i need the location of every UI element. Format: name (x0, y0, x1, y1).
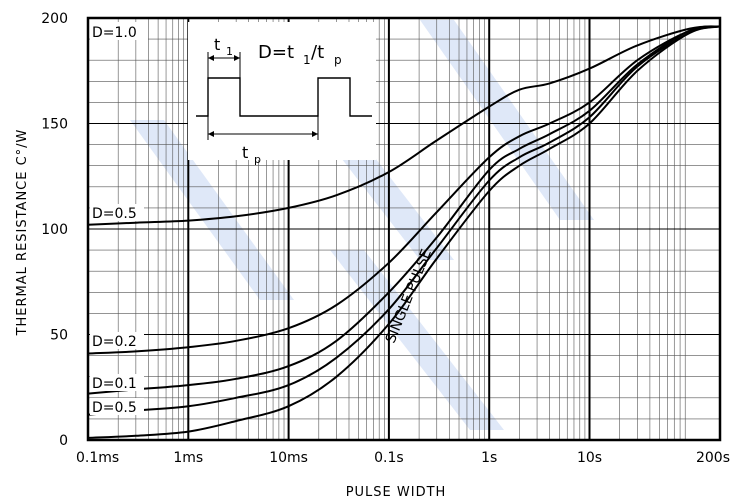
inset-bg (188, 22, 376, 160)
curve-label-bg (90, 204, 144, 221)
curve-label: D=0.1 (92, 376, 137, 392)
annotation-d-1: D=1.0 (92, 25, 137, 41)
series-line-2 (87, 25, 721, 355)
pulse-waveform (196, 77, 372, 117)
curve-label: D=0.2 (92, 334, 137, 350)
annotation-bg (90, 22, 148, 40)
t1-subscript: 1 (226, 45, 233, 58)
series-line-3 (87, 25, 721, 395)
plot-frame (86, 16, 722, 442)
x-tick-label: 1ms (173, 450, 203, 466)
curve-label: D=0.5 (92, 400, 137, 416)
tp-subscript: p (254, 153, 261, 166)
duty-formula-sub1: 1 (303, 53, 311, 67)
duty-formula-subp: p (334, 53, 342, 67)
curve-label: D=0.5 (92, 206, 137, 222)
duty-formula-slash: /t (311, 42, 324, 63)
x-tick-label: 1s (481, 450, 497, 466)
x-tick-label: 10ms (269, 450, 308, 466)
duty-cycle-inset: t 1t pD=t 1/t p (188, 22, 376, 166)
y-tick-label: 200 (41, 11, 68, 27)
tp-label: t (242, 143, 248, 162)
series-line-1 (87, 25, 721, 226)
curve-label-bg (90, 398, 144, 415)
x-axis-label: PULSE WIDTH (346, 485, 447, 500)
watermark-stroke (420, 20, 594, 220)
t1-label: t (214, 35, 220, 54)
x-tick-label: 10s (577, 450, 602, 466)
duty-formula: D=t (258, 42, 294, 63)
y-axis-label: THERMAL RESISTANCE C°/W (15, 129, 30, 337)
curve-label-bg (90, 374, 144, 391)
watermark-stroke (130, 120, 294, 300)
series-line-5 (87, 25, 721, 439)
y-tick-label: 150 (41, 117, 68, 133)
y-tick-label: 0 (59, 433, 68, 449)
x-tick-labels: 0.1ms 1ms 10ms 0.1s 1s 10s 200s (76, 450, 730, 466)
y-tick-label: 100 (41, 222, 68, 238)
y-tick-labels: 0 50 100 150 200 (41, 11, 68, 449)
curve-label-bg (90, 332, 144, 349)
y-tick-label: 50 (50, 328, 68, 344)
x-tick-label: 200s (696, 450, 730, 466)
series-curves (87, 25, 721, 439)
x-tick-label: 0.1ms (76, 450, 119, 466)
series-line-4 (87, 25, 721, 416)
x-tick-label: 0.1s (374, 450, 404, 466)
